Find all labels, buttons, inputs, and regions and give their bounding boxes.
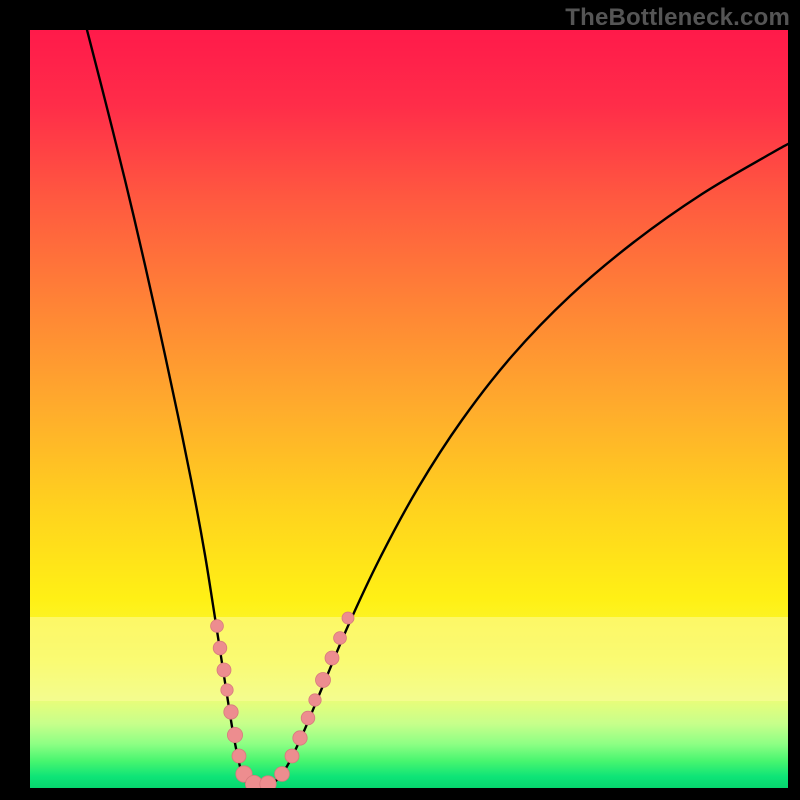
bead — [227, 727, 242, 742]
bead — [285, 749, 299, 763]
curve-right-branch — [249, 144, 788, 787]
plot-area — [30, 30, 788, 788]
bead — [260, 776, 276, 788]
curve-layer — [30, 30, 788, 788]
bead — [342, 612, 354, 624]
bead — [293, 731, 307, 745]
bead — [325, 651, 339, 665]
watermark-text: TheBottleneck.com — [565, 4, 790, 32]
bead — [232, 749, 246, 763]
bead — [221, 684, 233, 696]
bead — [309, 694, 321, 706]
bead — [211, 620, 224, 633]
bead — [334, 632, 347, 645]
bead-group — [211, 612, 354, 788]
bead — [301, 711, 315, 725]
bead — [213, 641, 227, 655]
bead — [217, 663, 231, 677]
bead — [316, 673, 331, 688]
bead — [224, 705, 238, 719]
bead — [275, 767, 290, 782]
